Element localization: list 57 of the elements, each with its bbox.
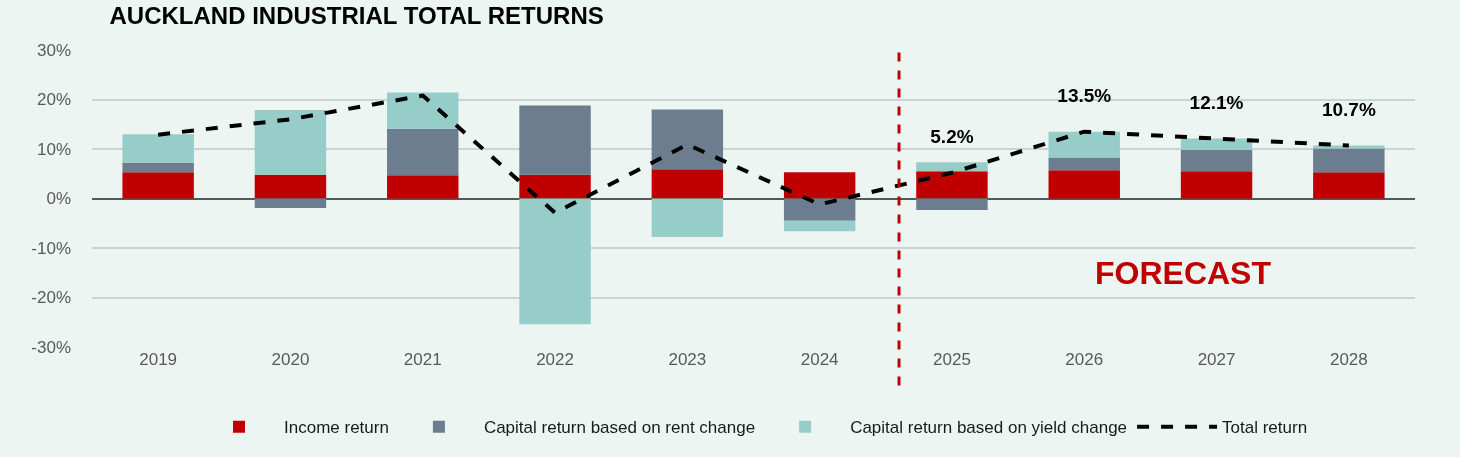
data-label: 12.1% (1189, 92, 1244, 114)
legend-label: Capital return based on yield change (850, 418, 1128, 438)
bar (387, 92, 459, 129)
bar (916, 162, 988, 172)
x-tick-label: 2027 (1197, 350, 1236, 369)
x-tick-label: 2024 (800, 350, 839, 369)
x-tick-label: 2026 (1065, 350, 1104, 369)
bar (916, 171, 988, 199)
legend-label: Income return (284, 418, 389, 438)
annotation: FORECAST (1095, 255, 1272, 291)
y-tick-label: -10% (31, 238, 71, 258)
y-tick-label: -20% (31, 288, 71, 308)
x-tick-label: 2022 (536, 350, 574, 369)
bar (122, 162, 194, 173)
y-tick-label: 30% (36, 40, 71, 60)
bar (254, 109, 327, 175)
x-tick-label: 2023 (668, 350, 707, 369)
x-tick-label: 2025 (933, 350, 971, 369)
bar (254, 198, 327, 208)
bar (783, 198, 856, 221)
bar (387, 128, 459, 176)
bar (122, 172, 194, 199)
bar (1180, 138, 1253, 150)
bar (254, 174, 327, 199)
x-tick-label: 2019 (139, 350, 178, 369)
legend-label: Capital return based on rent change (483, 418, 756, 438)
bar (1313, 145, 1385, 149)
bar (651, 109, 724, 170)
y-tick-label: 20% (36, 90, 71, 110)
x-tick-label: 2028 (1329, 350, 1368, 369)
bar (1180, 149, 1253, 172)
y-tick-label: -30% (31, 337, 71, 357)
bar (1048, 157, 1120, 171)
bar (1313, 148, 1385, 173)
bar (916, 198, 988, 210)
x-tick-label: 2020 (271, 350, 310, 369)
bar (387, 175, 459, 199)
bar (519, 105, 591, 175)
bar (1048, 131, 1120, 158)
y-tick-label: 0% (46, 189, 71, 209)
data-label: 13.5% (1057, 85, 1112, 107)
legend-label: Total return (1222, 418, 1308, 438)
data-label: 5.2% (930, 126, 974, 148)
bar (519, 198, 591, 325)
bar (783, 220, 856, 232)
bar (1048, 170, 1120, 199)
bar (122, 134, 194, 163)
chart-title: AUCKLAND INDUSTRIAL TOTAL RETURNS (109, 1, 604, 29)
bar (1313, 172, 1385, 199)
data-label: 10.7% (1321, 99, 1376, 121)
y-tick-label: 10% (36, 139, 71, 159)
bar (651, 198, 724, 238)
bar (783, 172, 856, 199)
bar (1180, 171, 1253, 199)
x-tick-label: 2021 (403, 350, 442, 369)
bar (519, 174, 591, 199)
bar (651, 169, 724, 199)
